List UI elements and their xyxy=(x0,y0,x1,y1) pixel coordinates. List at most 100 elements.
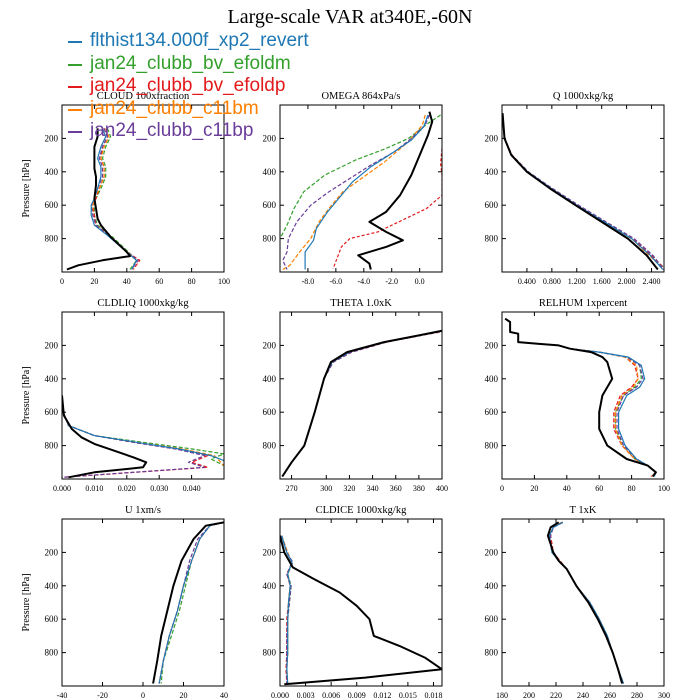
series-line-jan24-clubb-bv-efoldp xyxy=(62,395,209,478)
series-group xyxy=(280,111,442,271)
series-line-observed xyxy=(281,329,442,478)
y-tick-label: 600 xyxy=(485,200,499,210)
x-tick-label: -20 xyxy=(97,691,108,700)
y-tick-label: 600 xyxy=(485,614,499,624)
y-tick-label: 200 xyxy=(45,547,59,557)
x-tick-label: 0.400 xyxy=(518,277,536,286)
series-line-observed xyxy=(66,128,131,271)
y-tick-label: 800 xyxy=(263,648,277,658)
x-tick-label: 300 xyxy=(658,691,670,700)
x-tick-label: 20 xyxy=(530,484,538,493)
x-tick-label: 0.003 xyxy=(297,691,315,700)
x-tick-label: 280 xyxy=(631,691,643,700)
x-tick-label: 270 xyxy=(286,484,298,493)
x-tick-label: 0.0 xyxy=(415,277,425,286)
panel-title: CLDLIQ 1000xkg/kg xyxy=(97,298,189,309)
x-tick-label: 2.400 xyxy=(643,277,661,286)
panel-title: CLOUD 100xfraction xyxy=(97,91,190,102)
figure-title: Large-scale VAR at340E,-60N xyxy=(227,6,473,28)
x-tick-label: 40 xyxy=(220,691,228,700)
y-tick-label: 200 xyxy=(45,133,59,143)
panel-t-1xk: T 1xK 200 400 600 800 180 200 220 240 260 280 300 xyxy=(485,505,671,700)
x-tick-label: 80 xyxy=(188,277,196,286)
series-line-jan24-clubb-bv-efoldm xyxy=(160,521,224,684)
plot-frame xyxy=(501,518,665,687)
y-tick-label: 800 xyxy=(485,441,499,451)
x-tick-label: 100 xyxy=(658,484,670,493)
panel-title: T 1xK xyxy=(570,505,597,516)
x-tick-label: -6.0 xyxy=(330,277,343,286)
plot-frame xyxy=(279,104,443,273)
x-tick-label: 100 xyxy=(218,277,230,286)
series-line-observed xyxy=(546,521,624,684)
legend-swatch xyxy=(68,41,82,43)
x-tick-label: 1.200 xyxy=(568,277,586,286)
plot-frame xyxy=(501,311,665,480)
y-tick-label: 800 xyxy=(45,648,59,658)
panel-cldliq-1000xkg-kg: CLDLIQ 1000xkg/kg Pressure [hPa] 200 400 600… xyxy=(21,298,225,493)
panel-title: CLDICE 1000xkg/kg xyxy=(316,505,407,516)
y-tick-label: 200 xyxy=(485,547,499,557)
panel-cldice-1000xkg-kg: CLDICE 1000xkg/kg 200 400 600 800 0.000 0.003 0… xyxy=(263,505,443,700)
x-tick-label: 60 xyxy=(595,484,603,493)
x-tick-label: 60 xyxy=(155,277,163,286)
x-tick-label: 0 xyxy=(500,484,504,493)
panel-u-1xm-s: U 1xm/s Pressure [hPa] 200 400 600 800 -40 -20 0… xyxy=(21,505,228,700)
x-tick-label: 40 xyxy=(563,484,571,493)
series-group xyxy=(152,521,224,684)
series-line-jan24-clubb-c11bp xyxy=(502,113,664,270)
series-group xyxy=(502,113,664,271)
x-tick-label: 0.006 xyxy=(322,691,340,700)
plot-frame xyxy=(279,518,443,687)
series-line-jan24-clubb-c11bm xyxy=(92,128,138,270)
series-line-jan24-clubb-bv-efoldm xyxy=(281,330,442,477)
x-tick-label: 240 xyxy=(577,691,589,700)
y-tick-label: 200 xyxy=(263,340,277,350)
series-line-observed xyxy=(62,395,148,479)
legend-label: jan24_clubb_c11bp xyxy=(90,120,254,141)
plot-frame xyxy=(501,104,665,273)
x-tick-label: 200 xyxy=(523,691,535,700)
series-line-jan24-clubb-bv-efoldm xyxy=(548,521,625,684)
x-tick-label: -2.0 xyxy=(385,277,398,286)
y-tick-label: 400 xyxy=(485,581,499,591)
y-tick-label: 200 xyxy=(45,340,59,350)
series-group xyxy=(546,521,625,684)
x-tick-label: 180 xyxy=(496,691,508,700)
series-line-jan24-clubb-c11bm xyxy=(548,521,625,684)
plot-frame xyxy=(61,311,225,480)
y-axis-label: Pressure [hPa] xyxy=(21,366,32,424)
series-line-jan24-clubb-c11bm xyxy=(282,114,426,271)
series-line-jan24-clubb-c11bp xyxy=(281,330,442,477)
legend-swatch xyxy=(68,63,82,66)
legend-label: jan24_clubb_bv_efoldp xyxy=(90,75,286,96)
series-line-flthist134-000f-xp2-revert xyxy=(158,521,224,684)
y-tick-label: 200 xyxy=(263,547,277,557)
series-line-jan24-clubb-c11bp xyxy=(62,395,206,478)
x-tick-label: 0.020 xyxy=(118,484,136,493)
y-tick-label: 600 xyxy=(263,200,277,210)
x-tick-label: 0 xyxy=(60,277,64,286)
series-group xyxy=(281,329,442,478)
y-tick-label: 800 xyxy=(45,234,59,244)
y-tick-label: 600 xyxy=(485,407,499,417)
y-tick-label: 400 xyxy=(45,374,59,384)
series-group xyxy=(504,317,657,478)
series-line-flthist134-000f-xp2-revert xyxy=(90,128,138,270)
x-tick-label: 0.012 xyxy=(373,691,391,700)
series-line-jan24-clubb-c11bm xyxy=(62,395,224,467)
x-tick-label: 20 xyxy=(180,691,188,700)
y-tick-label: 800 xyxy=(263,441,277,451)
y-tick-label: 400 xyxy=(263,167,277,177)
x-tick-label: -40 xyxy=(57,691,68,700)
y-axis-label: Pressure [hPa] xyxy=(21,159,32,217)
x-tick-label: 20 xyxy=(90,277,98,286)
panel-title: U 1xm/s xyxy=(125,505,161,516)
y-tick-label: 800 xyxy=(45,441,59,451)
x-tick-label: 0.015 xyxy=(399,691,417,700)
series-line-observed xyxy=(357,111,434,270)
panel-title: OMEGA 864xPa/s xyxy=(321,91,400,102)
panel-theta-1-0xk: THETA 1.0xK 200 400 600 800 270 300 320 340 360 38… xyxy=(263,298,449,493)
